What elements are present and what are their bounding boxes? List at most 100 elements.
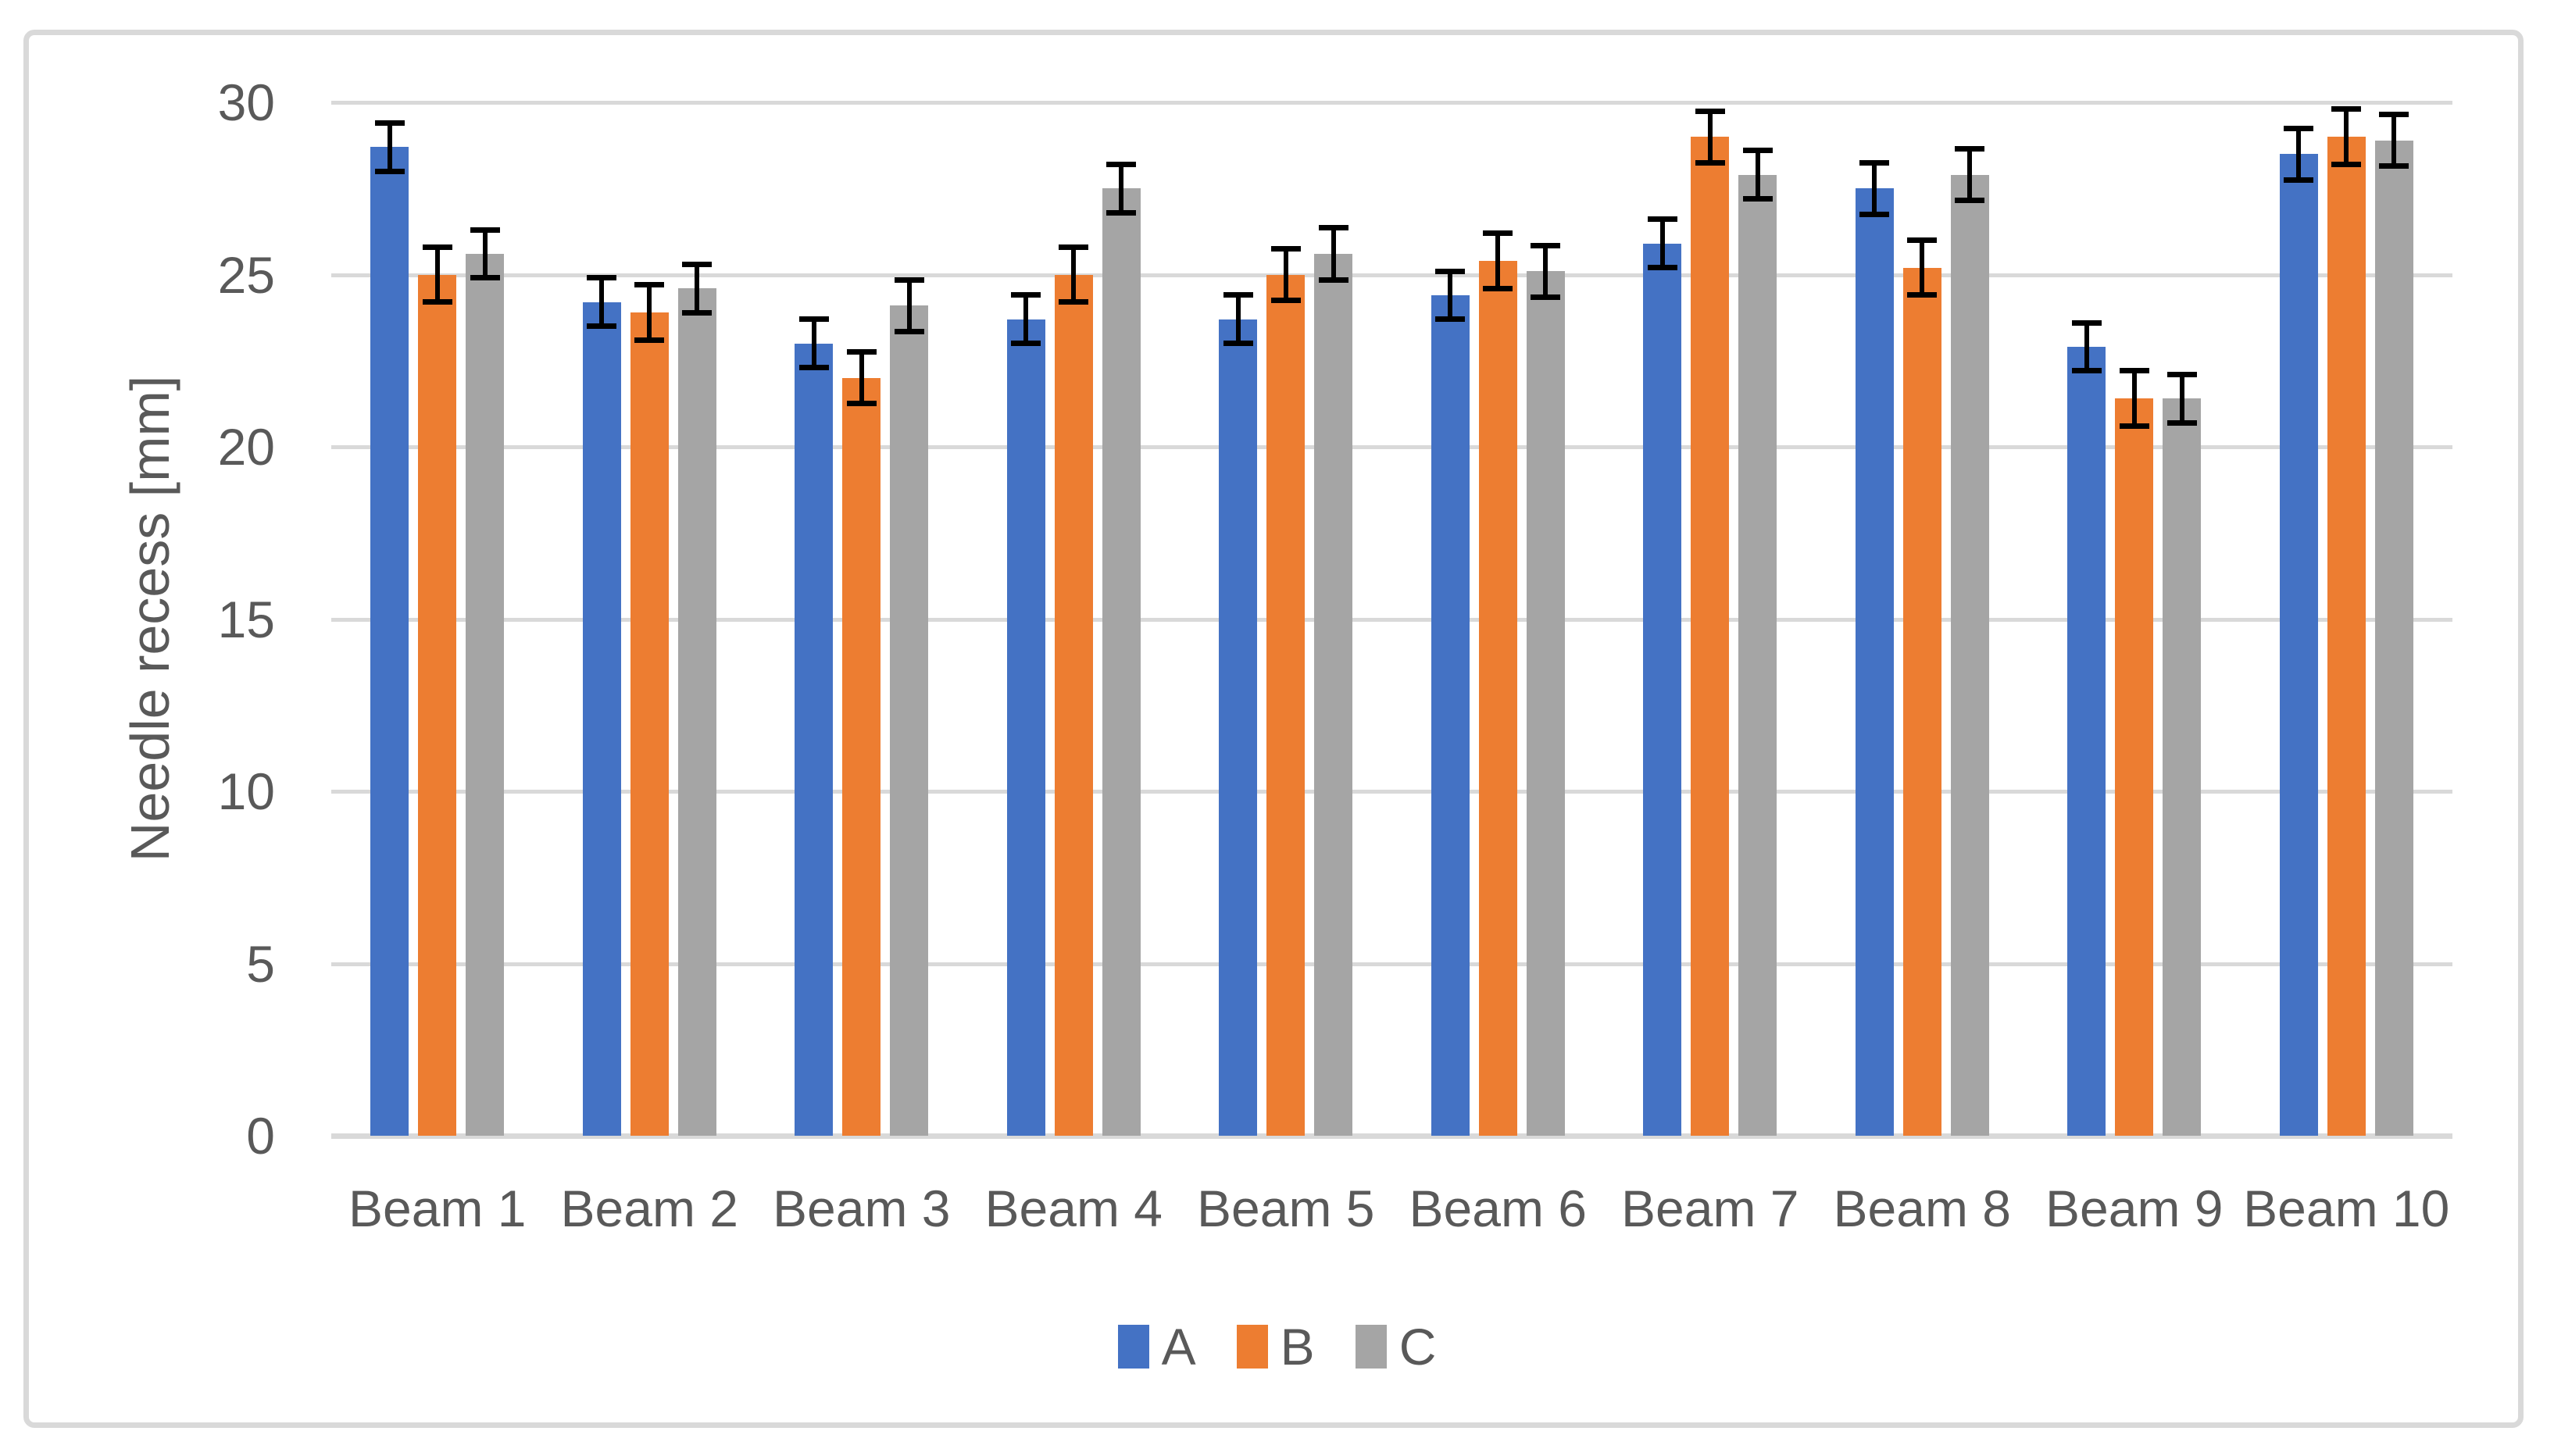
bar-beam-9-B	[2115, 398, 2154, 1136]
error-bar-top-cap-beam-5-B	[1270, 245, 1301, 252]
bar-beam-8-B	[1902, 267, 1941, 1136]
error-bar-bottom-cap-beam-4-C	[1106, 209, 1137, 216]
error-bar-bottom-cap-beam-1-A	[374, 168, 405, 174]
legend-swatch-A	[1117, 1325, 1149, 1369]
error-bar-top-cap-beam-1-B	[422, 244, 452, 250]
error-bar-top-cap-beam-3-A	[798, 316, 829, 323]
x-label-beam-6: Beam 6	[1409, 1179, 1587, 1237]
error-bar-bottom-cap-beam-1-B	[422, 299, 452, 305]
bar-beam-3-C	[890, 305, 929, 1136]
bar-beam-10-B	[2327, 137, 2366, 1136]
error-bar-bottom-cap-beam-3-A	[798, 365, 829, 371]
bar-beam-2-A	[582, 302, 621, 1136]
error-bar-top-cap-beam-2-C	[682, 261, 713, 267]
bar-beam-10-C	[2374, 140, 2413, 1136]
error-bar-top-cap-beam-5-C	[1318, 225, 1348, 231]
error-bar-line-beam-2-C	[695, 264, 700, 312]
bar-beam-2-B	[630, 312, 669, 1136]
bar-beam-8-C	[1950, 174, 1989, 1136]
chart-outer-border	[23, 30, 2524, 1428]
error-bar-bottom-cap-beam-7-C	[1742, 195, 1773, 202]
error-bar-bottom-cap-beam-8-C	[1955, 198, 1985, 204]
gridline-15	[331, 617, 2452, 622]
gridline-30	[331, 101, 2452, 105]
error-bar-line-beam-6-B	[1495, 233, 1501, 289]
legend-label-C: C	[1398, 1318, 1437, 1376]
error-bar-line-beam-5-C	[1331, 227, 1336, 280]
error-bar-bottom-cap-beam-3-B	[846, 401, 877, 407]
bar-beam-6-C	[1526, 271, 1565, 1136]
error-bar-line-beam-8-B	[1920, 240, 1925, 295]
bar-beam-1-A	[370, 147, 409, 1136]
bar-beam-3-A	[795, 343, 834, 1136]
error-bar-top-cap-beam-9-A	[2071, 319, 2102, 326]
error-bar-bottom-cap-beam-2-B	[634, 337, 665, 343]
x-label-beam-10: Beam 10	[2243, 1179, 2450, 1237]
error-bar-top-cap-beam-3-B	[846, 349, 877, 355]
bar-beam-10-A	[2279, 154, 2318, 1136]
error-bar-top-cap-beam-2-B	[634, 282, 665, 288]
error-bar-bottom-cap-beam-8-A	[1859, 211, 1890, 217]
error-bar-line-beam-8-A	[1872, 162, 1877, 215]
error-bar-line-beam-3-B	[859, 352, 864, 404]
bar-beam-5-A	[1219, 319, 1258, 1136]
y-tick-label-10: 10	[217, 762, 275, 820]
legend-swatch-B	[1236, 1325, 1268, 1369]
x-label-beam-1: Beam 1	[348, 1179, 527, 1237]
error-bar-line-beam-9-B	[2131, 370, 2137, 426]
error-bar-top-cap-beam-6-B	[1483, 230, 1513, 237]
error-bar-line-beam-7-A	[1659, 219, 1665, 268]
x-label-beam-2: Beam 2	[560, 1179, 738, 1237]
error-bar-bottom-cap-beam-10-C	[2379, 163, 2409, 170]
x-label-beam-3: Beam 3	[773, 1179, 951, 1237]
error-bar-bottom-cap-beam-2-A	[587, 323, 617, 330]
legend-swatch-C	[1355, 1325, 1387, 1369]
error-bar-bottom-cap-beam-3-C	[894, 328, 924, 334]
error-bar-line-beam-4-A	[1023, 294, 1029, 344]
bar-beam-8-A	[1855, 188, 1894, 1136]
legend-label-B: B	[1280, 1318, 1315, 1376]
error-bar-top-cap-beam-6-A	[1435, 268, 1466, 274]
error-bar-top-cap-beam-8-C	[1955, 146, 1985, 152]
error-bar-top-cap-beam-4-C	[1106, 161, 1137, 167]
gridline-10	[331, 790, 2452, 794]
error-bar-bottom-cap-beam-9-C	[2166, 419, 2197, 426]
bar-beam-5-C	[1314, 254, 1353, 1136]
error-bar-top-cap-beam-4-A	[1011, 292, 1041, 298]
bar-beam-9-C	[2163, 398, 2202, 1136]
bar-beam-4-C	[1102, 188, 1141, 1136]
bar-beam-2-C	[677, 288, 716, 1136]
y-tick-label-30: 30	[217, 73, 275, 131]
error-bar-top-cap-beam-10-A	[2284, 125, 2314, 131]
error-bar-bottom-cap-beam-1-C	[470, 275, 500, 281]
error-bar-line-beam-6-C	[1543, 245, 1548, 298]
error-bar-bottom-cap-beam-6-C	[1531, 294, 1561, 300]
error-bar-top-cap-beam-4-B	[1059, 244, 1089, 250]
error-bar-top-cap-beam-9-C	[2166, 371, 2197, 377]
error-bar-line-beam-5-B	[1283, 248, 1288, 301]
error-bar-top-cap-beam-10-B	[2331, 106, 2362, 112]
bar-beam-3-B	[842, 377, 881, 1136]
error-bar-line-beam-7-C	[1755, 150, 1760, 199]
bar-beam-4-A	[1006, 319, 1045, 1136]
error-bar-line-beam-8-C	[1967, 148, 1973, 201]
legend: A B C	[0, 1317, 2554, 1376]
error-bar-top-cap-beam-10-C	[2379, 111, 2409, 117]
bar-beam-6-B	[1478, 260, 1517, 1136]
error-bar-top-cap-beam-1-C	[470, 227, 500, 233]
error-bar-bottom-cap-beam-9-B	[2119, 423, 2149, 430]
error-bar-line-beam-9-A	[2084, 323, 2089, 371]
error-bar-top-cap-beam-6-C	[1531, 242, 1561, 248]
error-bar-line-beam-4-C	[1119, 164, 1124, 213]
error-bar-line-beam-10-B	[2344, 109, 2349, 165]
error-bar-line-beam-1-A	[387, 123, 392, 172]
error-bar-line-beam-10-A	[2296, 128, 2302, 180]
error-bar-line-beam-6-A	[1448, 271, 1453, 319]
error-bar-top-cap-beam-5-A	[1223, 292, 1253, 298]
y-tick-label-5: 5	[246, 934, 275, 993]
bar-beam-7-B	[1691, 137, 1730, 1136]
error-bar-line-beam-10-C	[2391, 114, 2397, 166]
error-bar-top-cap-beam-9-B	[2119, 368, 2149, 374]
error-bar-bottom-cap-beam-5-A	[1223, 341, 1253, 347]
